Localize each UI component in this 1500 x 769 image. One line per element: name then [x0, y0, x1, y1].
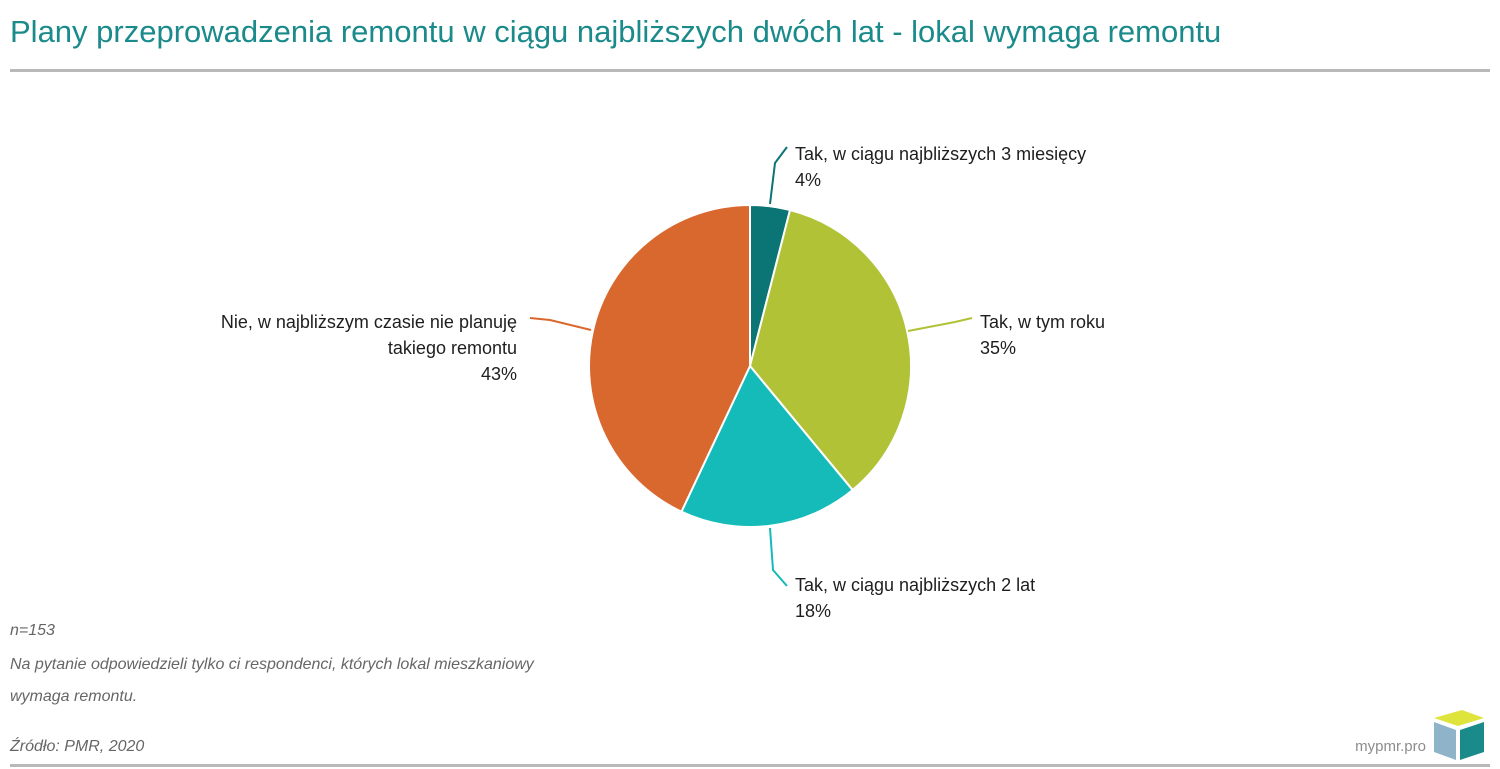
slice-no-plans-label: takiego remontu — [388, 338, 517, 358]
slice-this-year-label: Tak, w tym roku — [980, 312, 1105, 332]
title-divider — [10, 69, 1490, 72]
footer-divider — [10, 764, 1490, 767]
footnote-line-1: Na pytanie odpowiedzieli tylko ci respon… — [10, 656, 534, 673]
slice-no-plans-label: Nie, w najbliższym czasie nie planuję — [221, 312, 517, 332]
slice-2-years-value-label: 18% — [795, 601, 831, 621]
pmr-logo-icon — [1434, 710, 1484, 760]
sample-size-note: n=153 — [10, 622, 55, 639]
slice-this-year-leader-line — [907, 317, 973, 332]
slice-no-plans — [588, 203, 751, 514]
page-title: Plany przeprowadzenia remontu w ciągu na… — [10, 14, 1222, 49]
slice-3-months-label: Tak, w ciągu najbliższych 3 miesięcy — [795, 144, 1086, 164]
footnote-line-2: wymaga remontu. — [10, 688, 138, 705]
brand-label: mypmr.pro — [1355, 738, 1426, 755]
slice-no-plans-leader-line — [529, 317, 592, 331]
slice-no-plans-value-label: 43% — [481, 364, 517, 384]
slice-this-year — [748, 208, 912, 492]
slice-3-months-value-label: 4% — [795, 170, 821, 190]
source-note: Źródło: PMR, 2020 — [10, 738, 145, 755]
slice-3-months-leader-line — [769, 146, 788, 205]
slice-this-year-value-label: 35% — [980, 338, 1016, 358]
slice-2-years-leader-line — [769, 527, 788, 587]
slice-2-years-label: Tak, w ciągu najbliższych 2 lat — [795, 575, 1035, 595]
slice-2-years — [680, 364, 855, 528]
